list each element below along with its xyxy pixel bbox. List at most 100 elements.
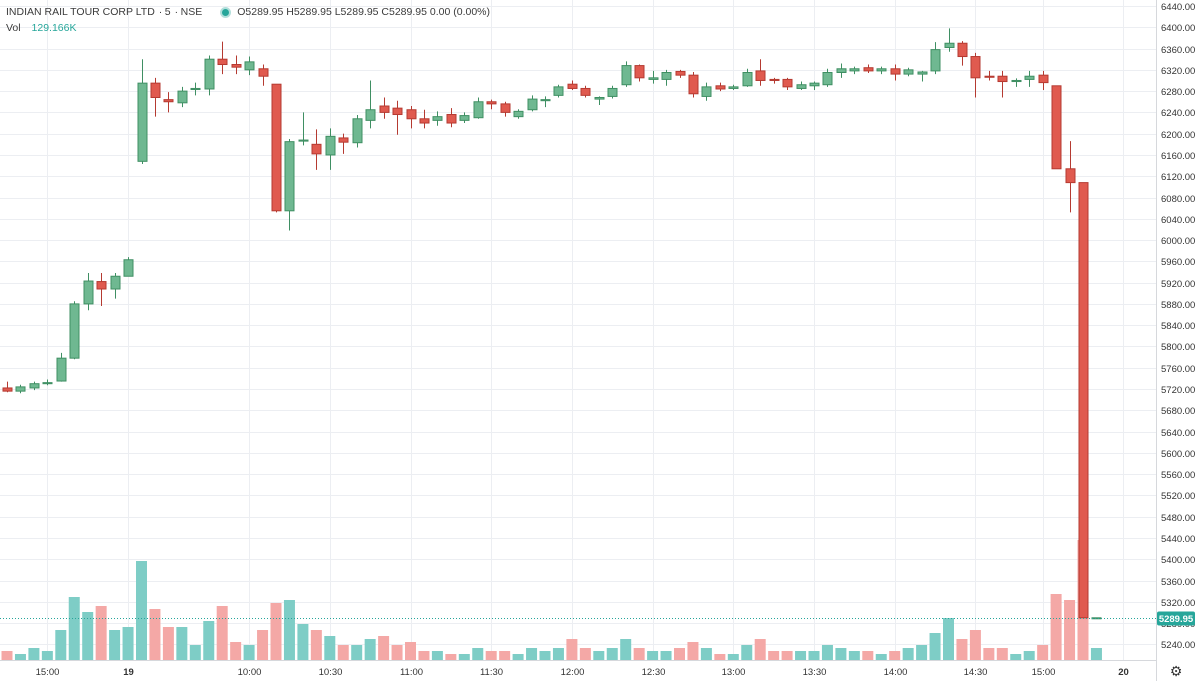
time-tick-label: 14:30	[964, 667, 988, 678]
time-tick-label: 12:30	[642, 667, 666, 678]
volume-bar	[512, 654, 524, 660]
time-tick-label: 15:00	[36, 667, 60, 678]
candle-body	[822, 71, 833, 86]
candle-body	[997, 75, 1008, 83]
candle-body	[567, 83, 578, 89]
volume-bar	[969, 630, 981, 660]
candle-body	[540, 99, 551, 102]
volume-bar	[203, 621, 215, 660]
candle-body	[500, 103, 511, 113]
price-tick-label: 5840.00	[1161, 321, 1195, 332]
price-tick-label: 5400.00	[1161, 555, 1195, 566]
volume-bar	[189, 645, 201, 660]
volume-bar	[243, 645, 255, 660]
price-axis[interactable]: 6440.00 6400.00 6360.00 6320.00 6280.00 6240.…	[1157, 2, 1195, 651]
chart-grid	[0, 0, 1157, 681]
volume-bar	[700, 648, 712, 660]
volume-bar	[216, 606, 228, 660]
candle-body	[392, 107, 403, 116]
price-tick-label: 5320.00	[1161, 598, 1195, 609]
volume-bar	[68, 597, 80, 660]
volume-bar	[902, 648, 914, 660]
candle-body	[715, 85, 726, 90]
volume-bar	[28, 648, 40, 660]
candle-body	[984, 75, 995, 78]
gear-icon[interactable]: ⚙	[1169, 664, 1183, 680]
volume-bar	[848, 651, 860, 660]
candle-body	[325, 135, 336, 156]
volume-bar	[620, 639, 632, 660]
candle-body	[742, 71, 753, 87]
price-tick-label: 5240.00	[1161, 640, 1195, 651]
candle-body	[204, 58, 215, 90]
candle-body	[634, 65, 645, 79]
volume-bar	[889, 651, 901, 660]
volume-bar	[821, 645, 833, 660]
price-tick-label: 6080.00	[1161, 194, 1195, 205]
candle-body	[796, 84, 807, 89]
candle-body	[244, 61, 255, 71]
volume-bar	[337, 645, 349, 660]
volume-bar	[781, 651, 793, 660]
candle-body	[661, 71, 672, 80]
volume-bar	[808, 651, 820, 660]
candle-body	[876, 68, 887, 72]
volume-bar	[109, 630, 121, 660]
price-tick-label: 6000.00	[1161, 236, 1195, 247]
candle-body	[527, 98, 538, 111]
candle-body	[970, 56, 981, 79]
candle-body	[311, 143, 322, 155]
volume-bars	[1, 540, 1102, 660]
candle-body	[1091, 617, 1102, 620]
volume-bar	[283, 600, 295, 660]
volume-bar	[1, 651, 13, 660]
candle-body	[338, 137, 349, 143]
candle-body	[352, 118, 363, 144]
volume-bar	[579, 648, 591, 660]
candle-body	[755, 70, 766, 81]
candle-body	[459, 115, 470, 121]
price-tick-label: 6440.00	[1161, 2, 1195, 13]
candle-body	[150, 82, 161, 98]
volume-bar	[122, 627, 134, 660]
volume-bar	[996, 648, 1008, 660]
volume-bar	[660, 651, 672, 660]
candle-body	[298, 139, 309, 142]
candle-body	[217, 58, 228, 66]
time-tick-label: 14:00	[884, 667, 908, 678]
candle-body	[594, 96, 605, 100]
volume-bar	[499, 651, 511, 660]
price-tick-label: 5960.00	[1161, 257, 1195, 268]
symbol-legend[interactable]: INDIAN RAIL TOUR CORP LTD · 5 · NSE O528…	[6, 6, 490, 18]
volume-bar	[364, 639, 376, 660]
candle-body	[553, 86, 564, 96]
volume-label: Vol	[6, 22, 21, 34]
time-tick-label: 10:00	[238, 667, 262, 678]
candle-body	[163, 99, 174, 103]
volume-legend[interactable]: Vol 129.166K	[6, 22, 77, 36]
candle-body	[917, 71, 928, 75]
candle-body	[69, 303, 80, 359]
candle-body	[271, 83, 282, 212]
candle-body	[432, 116, 443, 121]
price-tick-label: 6320.00	[1161, 66, 1195, 77]
volume-bar	[929, 633, 941, 660]
volume-bar	[1037, 645, 1049, 660]
price-tick-label: 5880.00	[1161, 300, 1195, 311]
candle-body	[944, 42, 955, 48]
volume-bar	[687, 642, 699, 660]
price-tick-label: 5520.00	[1161, 491, 1195, 502]
time-axis[interactable]: 15:00 19 10:00 10:30 11:00 11:30 12:00 12:30 13:…	[36, 667, 1129, 678]
price-tick-label: 6360.00	[1161, 45, 1195, 56]
price-tick-label: 5560.00	[1161, 470, 1195, 481]
interval-label: 5	[164, 6, 171, 18]
volume-bar	[552, 648, 564, 660]
price-tick-label: 5360.00	[1161, 577, 1195, 588]
volume-bar	[55, 630, 67, 660]
volume-bar	[983, 648, 995, 660]
candle-body	[957, 42, 968, 58]
volume-bar	[1010, 654, 1022, 660]
time-tick-label: 13:30	[803, 667, 827, 678]
volume-bar	[795, 651, 807, 660]
